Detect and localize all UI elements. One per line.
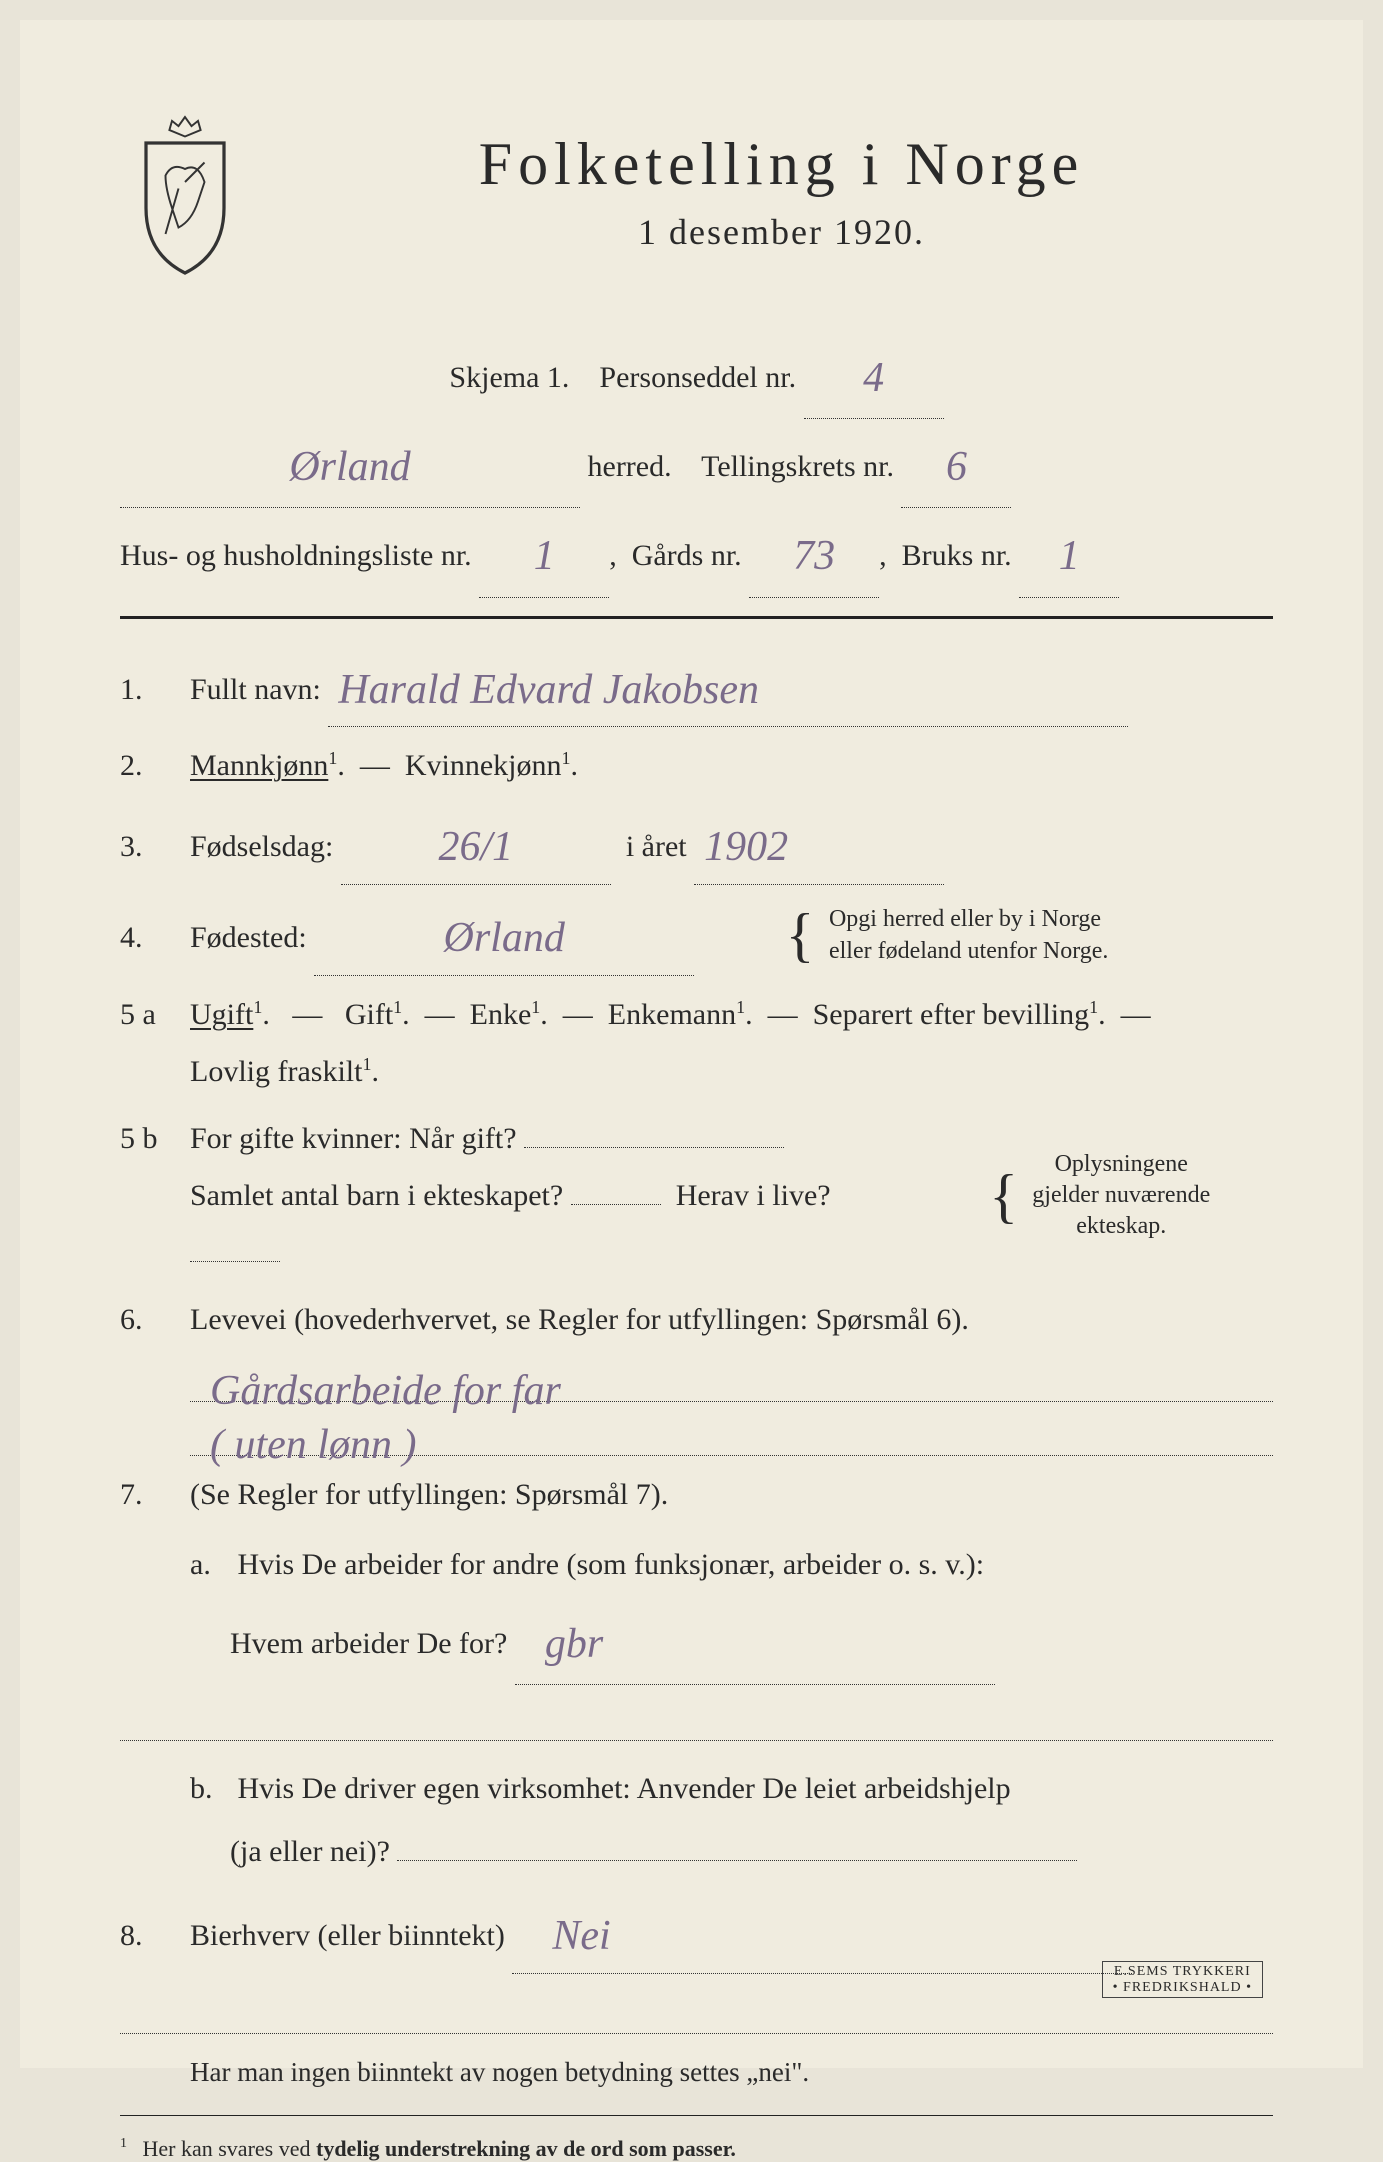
q5a-num: 5 a	[120, 998, 190, 1032]
q1-row: 1. Fullt navn: Harald Edvard Jakobsen	[120, 647, 1273, 728]
q4-num: 4.	[120, 921, 190, 955]
q7b-block: b. Hvis De driver egen virksomhet: Anven…	[120, 1757, 1273, 1820]
gards-nr: 73	[793, 533, 835, 579]
footer-note: Har man ingen biinntekt av nogen betydni…	[120, 2044, 1273, 2101]
husliste-label: Hus- og husholdningsliste nr.	[120, 539, 472, 572]
coat-of-arms-icon	[120, 110, 250, 280]
q5a-gift: Gift	[345, 998, 393, 1031]
tellingskrets-nr: 6	[946, 444, 967, 490]
q7a-blank-line	[120, 1691, 1273, 1741]
q5a-enke: Enke	[470, 998, 532, 1031]
q1-num: 1.	[120, 673, 190, 707]
q3-day: 26/1	[439, 824, 514, 870]
q5a-separert: Separert efter bevilling	[813, 998, 1090, 1031]
q6-value2: ( uten lønn )	[210, 1422, 416, 1468]
footnote-text: Her kan svares ved tydelig understreknin…	[143, 2136, 736, 2161]
footnote: 1 Her kan svares ved tydelig understrekn…	[120, 2136, 1273, 2162]
title-block: Folketelling i Norge 1 desember 1920.	[290, 100, 1273, 253]
bruks-nr: 1	[1059, 533, 1080, 579]
main-title: Folketelling i Norge	[290, 130, 1273, 199]
q2-kvinne: Kvinnekjønn	[405, 749, 562, 782]
divider-2	[120, 2115, 1273, 2116]
herred-label: herred.	[588, 450, 672, 483]
husliste-nr: 1	[534, 533, 555, 579]
q3-label: Fødselsdag:	[190, 830, 333, 863]
q6-row: 6. Levevei (hovederhvervet, se Regler fo…	[120, 1291, 1273, 1456]
q7b-letter: b.	[190, 1757, 230, 1820]
q3-year: 1902	[704, 824, 788, 870]
q7a-letter: a.	[190, 1533, 230, 1596]
q7-num: 7.	[120, 1478, 190, 1512]
q5a-ugift: Ugift	[190, 998, 253, 1031]
q7a-line1: Hvis De arbeider for andre (som funksjon…	[238, 1548, 985, 1581]
skjema-label: Skjema 1.	[449, 361, 569, 394]
q8-label: Bierhverv (eller biinntekt)	[190, 1919, 505, 1952]
q3-num: 3.	[120, 830, 190, 864]
husliste-line: Hus- og husholdningsliste nr. 1, Gårds n…	[120, 508, 1273, 597]
q5b-note: { Oplysningene gjelder nuværende ekteska…	[926, 1149, 1273, 1243]
q6-value1: Gårdsarbeide for far	[210, 1368, 561, 1414]
q7b-line2: (ja eller nei)?	[230, 1835, 390, 1868]
q5b-num: 5 b	[120, 1122, 190, 1156]
q7a-line2-row: Hvem arbeider De for? gbr	[120, 1596, 1273, 1685]
q4-row: 4. Fødested: Ørland { Opgi herred eller …	[120, 895, 1273, 976]
q6-num: 6.	[120, 1303, 190, 1337]
q5a-row: 5 a Ugift1. — Gift1. — Enke1. — Enkemann…	[120, 986, 1273, 1100]
q6-label: Levevei (hovederhvervet, se Regler for u…	[190, 1303, 969, 1336]
q4-note: { Opgi herred eller by i Norge eller fød…	[786, 904, 1273, 966]
q5a-enkemann: Enkemann	[608, 998, 736, 1031]
herred-value: Ørland	[289, 444, 410, 490]
q5b-row: 5 b For gifte kvinner: Når gift? Samlet …	[120, 1110, 1273, 1281]
tellingskrets-label: Tellingskrets nr.	[701, 450, 894, 483]
q4-value: Ørland	[443, 915, 564, 961]
personseddel-nr: 4	[863, 355, 884, 401]
q7-label: (Se Regler for utfyllingen: Spørsmål 7).	[190, 1478, 668, 1511]
q2-mann: Mannkjønn	[190, 749, 328, 782]
q8-blank-line	[120, 1984, 1273, 2034]
q8-num: 8.	[120, 1919, 190, 1953]
personseddel-label: Personseddel nr.	[599, 361, 796, 394]
q2-row: 2. Mannkjønn1. — Kvinnekjønn1.	[120, 737, 1273, 794]
q7a-block: a. Hvis De arbeider for andre (som funks…	[120, 1533, 1273, 1596]
q5a-lovlig: Lovlig fraskilt	[190, 1055, 362, 1088]
q7b-line2-row: (ja eller nei)?	[120, 1820, 1273, 1883]
header-row: Folketelling i Norge 1 desember 1920.	[120, 100, 1273, 280]
divider-1	[120, 616, 1273, 619]
q7a-line2: Hvem arbeider De for?	[230, 1627, 507, 1660]
census-form-page: Folketelling i Norge 1 desember 1920. Sk…	[20, 20, 1363, 2068]
q5b-label3: Herav i live?	[676, 1179, 831, 1212]
q7b-line1: Hvis De driver egen virksomhet: Anvender…	[238, 1772, 1011, 1805]
q8-row: 8. Bierhverv (eller biinntekt) Nei	[120, 1893, 1273, 1974]
q7-row: 7. (Se Regler for utfyllingen: Spørsmål …	[120, 1466, 1273, 1523]
q3-row: 3. Fødselsdag: 26/1 i året 1902	[120, 804, 1273, 885]
skjema-line: Skjema 1. Personseddel nr. 4	[120, 330, 1273, 419]
q7a-value: gbr	[545, 1621, 603, 1667]
q8-value: Nei	[552, 1913, 610, 1959]
q1-value: Harald Edvard Jakobsen	[338, 667, 759, 713]
gards-label: Gårds nr.	[632, 539, 742, 572]
herred-line: Ørland herred. Tellingskrets nr. 6	[120, 419, 1273, 508]
printer-stamp: E.SEMS TRYKKERI • FREDRIKSHALD •	[1102, 1961, 1263, 1998]
subtitle: 1 desember 1920.	[290, 211, 1273, 253]
bruks-label: Bruks nr.	[902, 539, 1012, 572]
q5b-label2: Samlet antal barn i ekteskapet?	[190, 1179, 563, 1212]
q2-num: 2.	[120, 749, 190, 783]
q1-label: Fullt navn:	[190, 673, 321, 706]
q4-label: Fødested:	[190, 921, 307, 954]
q3-mid: i året	[626, 830, 687, 863]
q5b-label1: For gifte kvinner: Når gift?	[190, 1122, 517, 1155]
